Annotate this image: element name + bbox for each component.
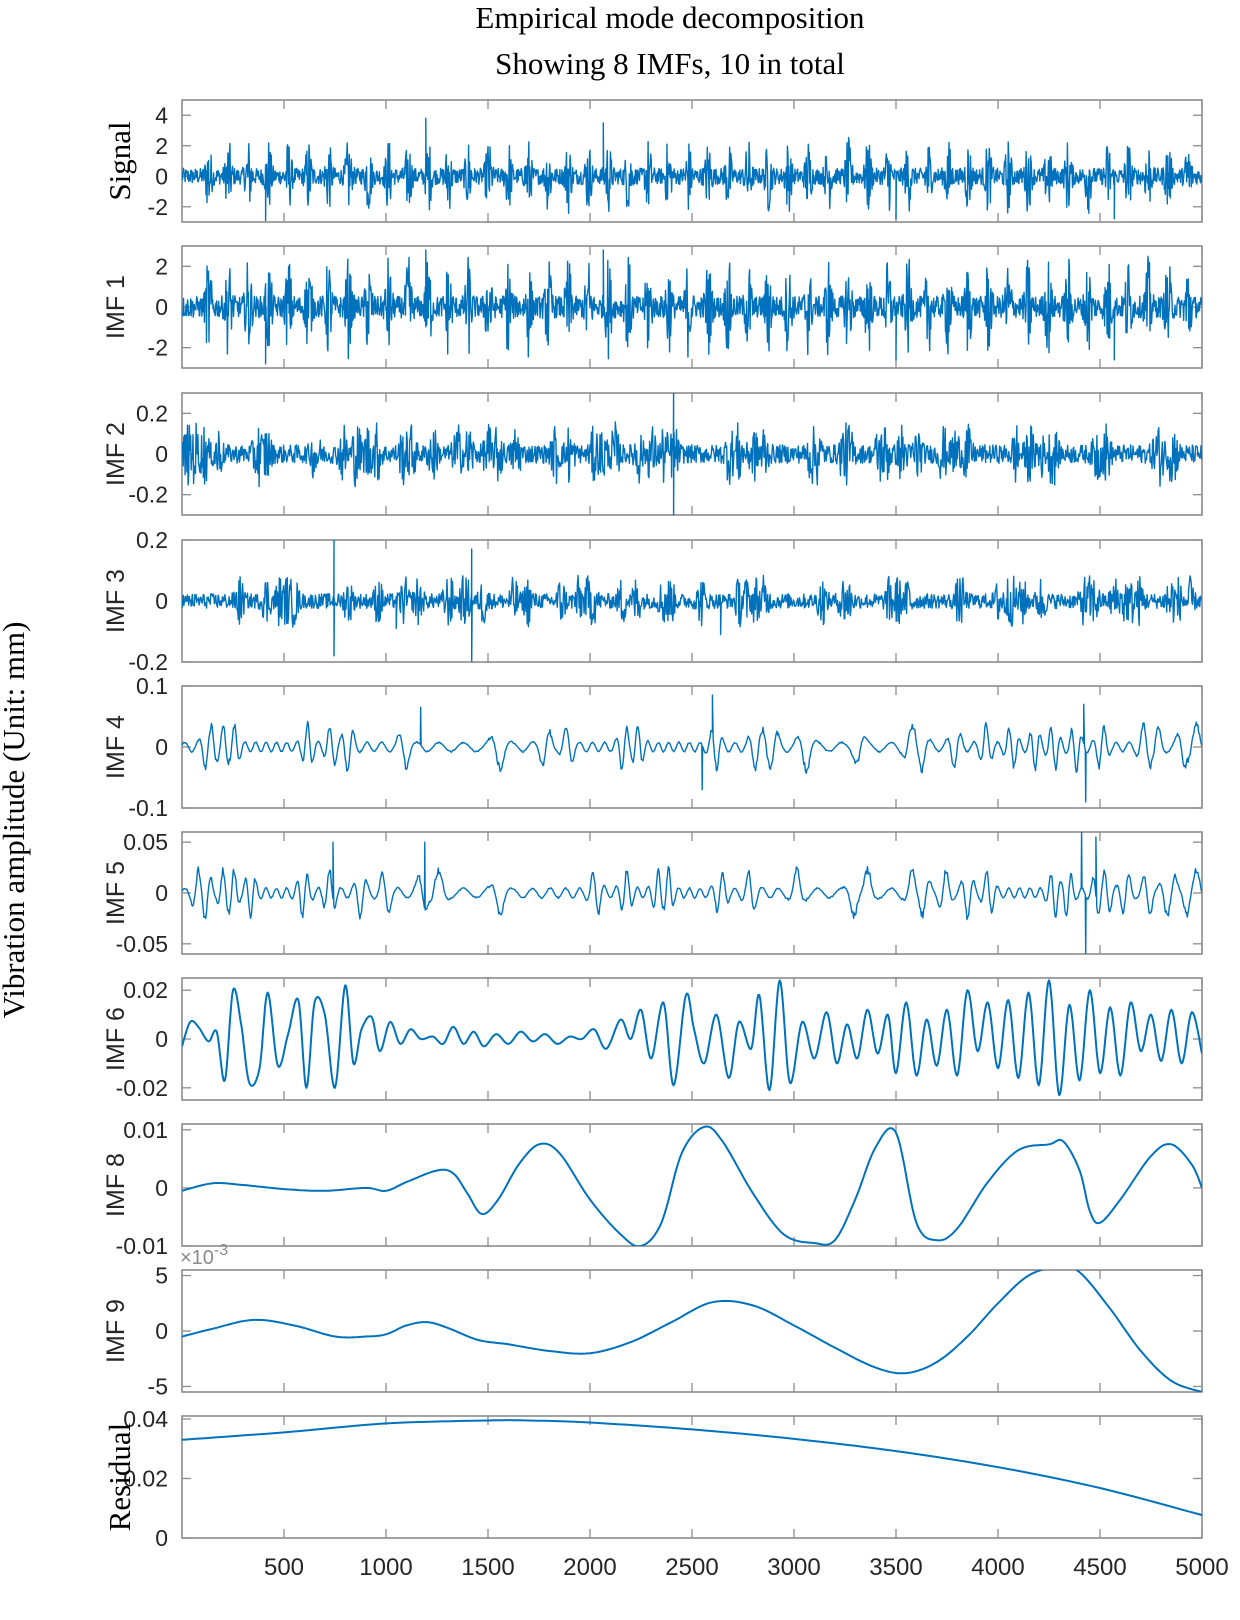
panel-label-imf-8: IMF 8 (102, 1153, 130, 1217)
panel-label-imf-1: IMF 1 (102, 275, 130, 339)
y-tick-label-signal-0: 4 (155, 102, 168, 128)
y-tick-label-imf-5-0: 0.05 (123, 829, 168, 855)
y-tick-label-signal-1: 2 (155, 133, 168, 159)
subplot-imf-1: 2 0 -2 IMF 1 (102, 245, 1203, 369)
y-tick-label-signal-3: -2 (148, 194, 168, 220)
y-tick-label-imf-2-2: -0.2 (128, 482, 168, 508)
x-tick-label-2: 1500 (461, 1554, 514, 1581)
series-line-residual (182, 1419, 1202, 1517)
series-line-imf-8 (182, 1125, 1202, 1246)
series-line-imf-9 (182, 1270, 1202, 1392)
x-tick-label-3: 2000 (563, 1554, 616, 1581)
y-tick-label-imf-2-1: 0 (155, 441, 168, 467)
axes-frame-imf-6 (181, 977, 1203, 1101)
axes-frame-imf-8 (181, 1123, 1203, 1247)
subplot-imf-3: 0.2 0 -0.2 IMF 3 (102, 527, 1203, 675)
y-tick-label-imf-8-1: 0 (155, 1175, 168, 1201)
subplot-signal: 4 2 0 -2 Signal (102, 99, 1203, 223)
y-tick-label-imf-8-0: 0.01 (123, 1117, 168, 1143)
series-line-imf-4 (182, 694, 1202, 803)
y-tick-label-imf-3-0: 0.2 (136, 527, 168, 553)
y-tick-label-imf-1-2: -2 (148, 335, 168, 361)
y-tick-label-residual-0: 0.04 (123, 1406, 168, 1432)
panel-label-imf-2: IMF 2 (102, 422, 130, 486)
y-tick-label-imf-9-0: 5 (155, 1263, 168, 1289)
subplot-imf-4: 0.1 0 -0.1 IMF 4 (102, 673, 1203, 821)
subplot-imf-5: 0.05 0 -0.05 IMF 5 (102, 829, 1203, 957)
series-line-imf-6 (182, 979, 1202, 1097)
y-tick-label-imf-4-1: 0 (155, 734, 168, 760)
panel-label-imf-9: IMF 9 (102, 1299, 130, 1363)
y-tick-label-imf-6-1: 0 (155, 1026, 168, 1052)
series-line-imf-2 (182, 393, 1202, 515)
y-tick-label-imf-1-1: 0 (155, 294, 168, 320)
y-tick-label-imf-9-2: -5 (148, 1373, 168, 1399)
x-tick-label-9: 5000 (1175, 1554, 1228, 1581)
panel-label-imf-3: IMF 3 (102, 569, 130, 633)
y-tick-label-imf-1-0: 2 (155, 253, 168, 279)
x-tick-label-8: 4500 (1073, 1554, 1126, 1581)
subplot-imf-6: 0.02 0 -0.02 IMF 6 (102, 977, 1203, 1101)
series-line-imf-3 (182, 540, 1202, 662)
panel-label-imf-4: IMF 4 (102, 715, 130, 779)
x-tick-label-6: 3500 (869, 1554, 922, 1581)
y-tick-label-imf-5-1: 0 (155, 880, 168, 906)
series-line-signal (182, 117, 1202, 222)
y-tick-label-residual-2: 0 (155, 1525, 168, 1551)
y-tick-label-imf-6-2: -0.02 (116, 1075, 168, 1101)
subplot-imf-8: 0.01 0 -0.01 IMF 8 (102, 1117, 1203, 1259)
y-tick-label-imf-4-0: 0.1 (136, 673, 168, 699)
x-tick-label-0: 500 (264, 1554, 304, 1581)
y-tick-label-imf-4-2: -0.1 (128, 795, 168, 821)
y-tick-label-imf-5-2: -0.05 (116, 931, 168, 957)
panel-label-residual: Residual (102, 1423, 137, 1532)
panel-label-signal: Signal (102, 121, 137, 200)
y-tick-label-imf-8-2: -0.01 (116, 1233, 168, 1259)
y-tick-label-residual-1: 0.02 (123, 1465, 168, 1491)
x-tick-label-4: 2500 (665, 1554, 718, 1581)
y-axis-exponent-label: ×10-3 (180, 1242, 228, 1269)
y-tick-label-imf-3-2: -0.2 (128, 649, 168, 675)
panel-label-imf-5: IMF 5 (102, 861, 130, 925)
subplot-imf-9: 5 0 -5 IMF 9 ×10-3 (102, 1242, 1203, 1399)
series-line-imf-1 (182, 249, 1202, 365)
y-tick-label-signal-2: 0 (155, 163, 168, 189)
y-tick-label-imf-2-0: 0.2 (136, 400, 168, 426)
x-tick-label-5: 3000 (767, 1554, 820, 1581)
series-line-imf-5 (182, 832, 1202, 954)
y-tick-label-imf-9-1: 0 (155, 1318, 168, 1344)
y-tick-label-imf-6-0: 0.02 (123, 977, 168, 1003)
axes-frame-imf-9 (181, 1269, 1203, 1393)
figure-title-line-1: Empirical mode decomposition (475, 0, 865, 35)
x-tick-label-7: 4000 (971, 1554, 1024, 1581)
common-y-axis-label: Vibration amplitude (Unit: mm) (0, 622, 31, 1019)
axes-frame-residual (181, 1415, 1203, 1539)
x-tick-label-1: 1000 (359, 1554, 412, 1581)
panel-label-imf-6: IMF 6 (102, 1007, 130, 1071)
subplot-residual: 0.04 0.02 0 Residual (102, 1406, 1203, 1551)
y-tick-label-imf-3-1: 0 (155, 588, 168, 614)
figure-title-line-2: Showing 8 IMFs, 10 in total (495, 46, 845, 81)
